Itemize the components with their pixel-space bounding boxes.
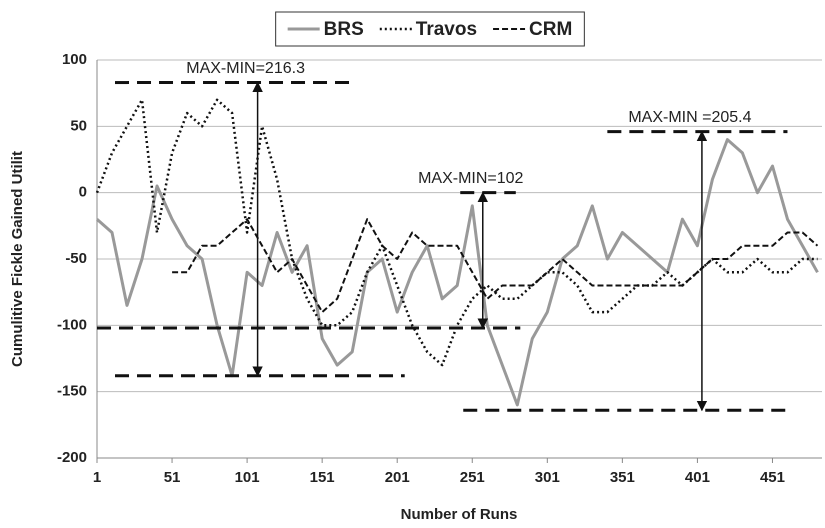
x-tick-label: 251 bbox=[460, 469, 485, 486]
y-tick-label: -150 bbox=[57, 383, 87, 400]
legend-label: BRS bbox=[324, 19, 364, 40]
legend-label: Travos bbox=[416, 19, 477, 40]
y-tick-label: 0 bbox=[79, 184, 87, 201]
annotation-label: MAX-MIN=216.3 bbox=[186, 60, 305, 77]
x-tick-label: 351 bbox=[610, 469, 635, 486]
x-tick-label: 151 bbox=[310, 469, 335, 486]
y-tick-label: -100 bbox=[57, 316, 87, 333]
legend-label: CRM bbox=[529, 19, 572, 40]
x-tick-label: 301 bbox=[535, 469, 560, 486]
y-tick-label: -200 bbox=[57, 449, 87, 466]
y-axis-label: Cumulitive Fickle Gained Utilit bbox=[9, 151, 26, 367]
annotation-label: MAX-MIN =205.4 bbox=[628, 109, 751, 126]
annotation-label: MAX-MIN=102 bbox=[418, 170, 523, 187]
x-tick-label: 101 bbox=[235, 469, 260, 486]
x-axis-label: Number of Runs bbox=[401, 506, 518, 523]
x-tick-label: 51 bbox=[164, 469, 181, 486]
x-tick-label: 1 bbox=[93, 469, 101, 486]
x-tick-label: 401 bbox=[685, 469, 710, 486]
series-line bbox=[172, 218, 819, 314]
x-tick-label: 451 bbox=[760, 469, 785, 486]
y-tick-label: -50 bbox=[65, 250, 87, 267]
y-tick-label: 50 bbox=[70, 117, 87, 134]
x-tick-label: 201 bbox=[385, 469, 410, 486]
y-tick-label: 100 bbox=[62, 51, 87, 68]
legend-box bbox=[275, 11, 585, 47]
